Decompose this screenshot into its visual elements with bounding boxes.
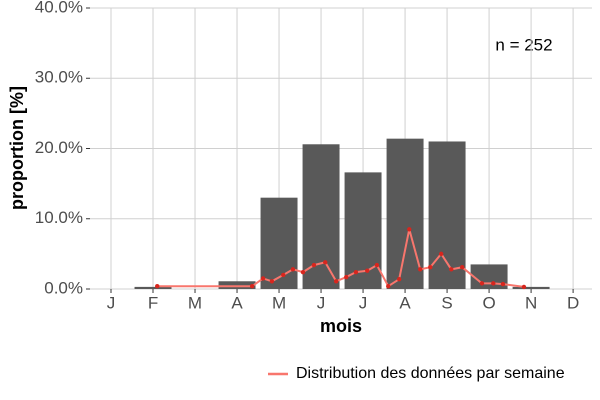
bar bbox=[260, 197, 298, 289]
bar bbox=[134, 286, 172, 289]
x-tick-label: J bbox=[107, 293, 116, 312]
line bbox=[157, 229, 525, 288]
x-tick-label: J bbox=[359, 293, 368, 312]
x-tick-label: M bbox=[272, 293, 286, 312]
y-axis-label: proportion [%] bbox=[7, 86, 27, 210]
x-tick-label: J bbox=[317, 293, 326, 312]
point bbox=[333, 279, 339, 284]
bar bbox=[218, 281, 256, 289]
point bbox=[407, 227, 412, 232]
bar bbox=[302, 144, 340, 289]
x-axis-label: mois bbox=[320, 316, 362, 336]
point bbox=[386, 283, 391, 289]
point bbox=[438, 251, 444, 257]
bar bbox=[386, 138, 424, 289]
point bbox=[417, 267, 423, 272]
x-tick-label: F bbox=[148, 293, 158, 312]
point bbox=[269, 279, 275, 284]
x-tick-label: A bbox=[231, 293, 243, 312]
x-tick-label: N bbox=[525, 293, 537, 312]
point bbox=[365, 268, 370, 273]
point bbox=[521, 284, 527, 290]
point bbox=[260, 276, 266, 281]
y-tick-label: 0.0% bbox=[44, 278, 83, 297]
point bbox=[353, 269, 359, 275]
x-tick-label: S bbox=[441, 293, 452, 312]
point bbox=[428, 265, 433, 270]
y-tick-label: 10.0% bbox=[35, 208, 83, 227]
point bbox=[311, 262, 317, 268]
y-tick-label: 30.0% bbox=[35, 68, 83, 87]
y-tick-label: 40.0% bbox=[35, 0, 83, 16]
point bbox=[323, 260, 328, 265]
point bbox=[344, 274, 349, 280]
point bbox=[290, 267, 296, 272]
x-tick-label: D bbox=[567, 293, 579, 312]
point bbox=[249, 283, 255, 289]
point bbox=[155, 283, 160, 289]
point bbox=[374, 262, 380, 268]
bar bbox=[344, 172, 382, 289]
x-tick-label: M bbox=[188, 293, 202, 312]
point bbox=[396, 276, 402, 282]
point bbox=[449, 267, 454, 272]
point bbox=[479, 281, 485, 286]
point bbox=[281, 272, 286, 278]
x-tick-label: O bbox=[482, 293, 495, 312]
point bbox=[491, 281, 496, 286]
y-tick-label: 20.0% bbox=[35, 138, 83, 157]
point bbox=[500, 281, 506, 287]
bar bbox=[512, 286, 550, 289]
x-tick-label: A bbox=[399, 293, 411, 312]
annotation: n = 252 bbox=[495, 35, 552, 54]
point bbox=[459, 265, 465, 270]
point bbox=[300, 269, 306, 275]
legend-label: Distribution des données par semaine bbox=[296, 365, 565, 382]
